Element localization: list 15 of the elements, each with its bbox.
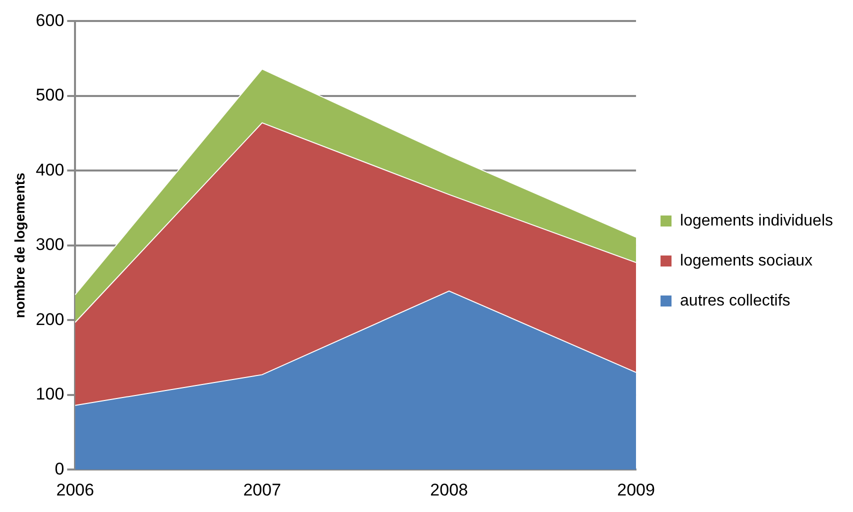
y-tick-label: 300 — [36, 235, 64, 254]
x-tick-label: 2006 — [56, 480, 94, 500]
x-tick-label: 2009 — [617, 480, 655, 500]
y-tick-label: 600 — [36, 10, 64, 30]
y-tick-label: 100 — [36, 384, 64, 404]
y-tick-label: 0 — [54, 459, 64, 478]
legend-label: logements individuels — [680, 212, 834, 230]
legend-label: logements sociaux — [680, 252, 813, 270]
x-tick-label: 2008 — [430, 480, 468, 500]
legend-label: autres collectifs — [680, 292, 790, 310]
x-tick-label: 2007 — [243, 480, 282, 500]
y-tick-label: 200 — [36, 310, 64, 329]
y-tick-label: 400 — [36, 160, 64, 180]
y-axis-title: nombre de logements — [11, 172, 28, 318]
y-tick-label: 500 — [36, 86, 64, 105]
